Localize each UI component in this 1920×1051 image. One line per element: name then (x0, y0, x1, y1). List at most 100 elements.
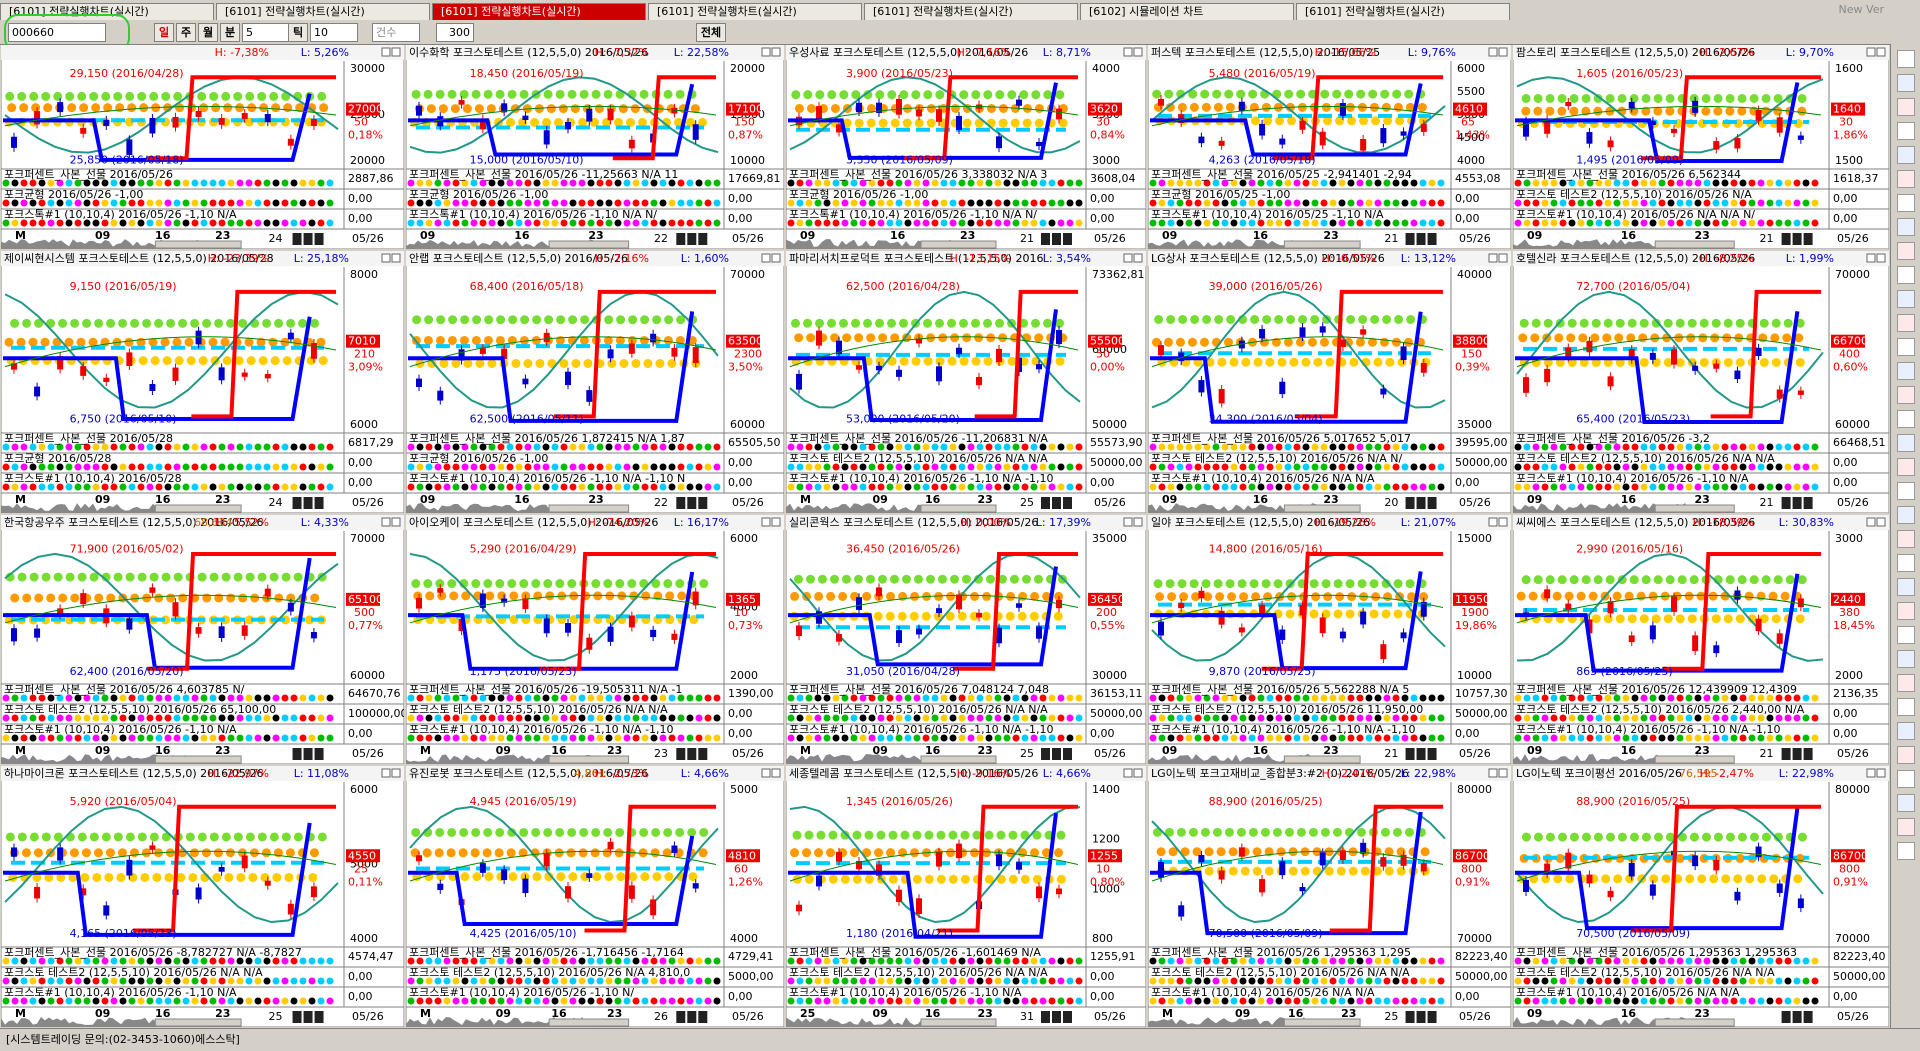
signal-dot (828, 830, 838, 840)
signal-dot (1653, 832, 1663, 842)
tool-icon[interactable] (1897, 50, 1915, 68)
window-button (1123, 517, 1133, 527)
tool-icon[interactable] (1897, 602, 1915, 620)
panel-title: 하나마이크론 포크스토테스트 (12,5,5,0) 2016/05/26 (4, 766, 264, 780)
tab[interactable]: [6101] 전략실행차트(실시간) (1296, 3, 1510, 20)
candle (1523, 120, 1529, 137)
signal-dot (887, 318, 897, 328)
all-button[interactable]: 전체 (696, 23, 726, 42)
strip-dot (1649, 734, 1657, 742)
strip-dot (542, 179, 550, 187)
tool-icon[interactable] (1897, 290, 1915, 308)
tool-icon[interactable] (1897, 794, 1915, 812)
y-axis-label: 70000 (1457, 932, 1492, 945)
tool-icon[interactable] (1897, 170, 1915, 188)
tick-button[interactable]: 틱 (288, 23, 308, 42)
tool-icon[interactable] (1897, 626, 1915, 644)
tool-icon[interactable] (1897, 362, 1915, 380)
strip-dot (814, 179, 822, 187)
signal-dot (225, 848, 235, 858)
tool-icon[interactable] (1897, 98, 1915, 116)
tool-icon[interactable] (1897, 482, 1915, 500)
signal-dot (482, 848, 492, 858)
tool-icon[interactable] (1897, 842, 1915, 860)
signal-dot (139, 103, 149, 113)
strip-dot (20, 714, 28, 722)
tool-icon[interactable] (1897, 650, 1915, 668)
strip-dot (2, 977, 10, 985)
tool-icon[interactable] (1897, 410, 1915, 428)
strip-dot (623, 997, 631, 1005)
bar-count: 22 (654, 232, 668, 245)
strip-dot (1811, 997, 1819, 1005)
period-button[interactable]: 주 (176, 23, 196, 42)
tool-icon[interactable] (1897, 146, 1915, 164)
tool-icon[interactable] (1897, 458, 1915, 476)
strip-dot (1230, 997, 1238, 1005)
tool-icon[interactable] (1897, 674, 1915, 692)
tool-icon[interactable] (1897, 434, 1915, 452)
strip-dot (1284, 443, 1292, 451)
tool-icon[interactable] (1897, 578, 1915, 596)
strip-dot (587, 714, 595, 722)
tab[interactable]: [6101] 전략실행차트(실시간) (864, 3, 1078, 20)
tab[interactable]: [6102] 시뮬레이션 차트 (1080, 3, 1294, 20)
minute-select[interactable]: 5 (242, 23, 290, 42)
tool-icon[interactable] (1897, 770, 1915, 788)
count-input[interactable]: 300 (436, 23, 474, 42)
tab[interactable]: [6101] 전략실행차트(실시간) (432, 3, 646, 20)
strip-dot (796, 199, 804, 207)
y-axis-label: 1600 (1835, 62, 1863, 75)
tool-icon[interactable] (1897, 746, 1915, 764)
strip-dot (1712, 997, 1720, 1005)
y-axis-label: 4000 (730, 932, 758, 945)
tool-icon[interactable] (1897, 266, 1915, 284)
tool-icon[interactable] (1897, 506, 1915, 524)
tool-icon[interactable] (1897, 530, 1915, 548)
tool-icon[interactable] (1897, 722, 1915, 740)
signal-dot (125, 91, 135, 101)
x-axis-label: 23 (607, 744, 622, 757)
strip-dot (542, 219, 550, 227)
period-button[interactable]: 일 (154, 23, 174, 42)
strip-dot (533, 463, 541, 471)
strip-dot (56, 199, 64, 207)
strip-dot (1167, 714, 1175, 722)
signal-dot (113, 832, 123, 842)
tool-icon[interactable] (1897, 818, 1915, 836)
signal-dot (1163, 337, 1173, 347)
code-input[interactable]: 000660 (8, 23, 106, 42)
tool-icon[interactable] (1897, 386, 1915, 404)
tab[interactable]: [6101] 전략실행차트(실시간) (648, 3, 862, 20)
tool-icon[interactable] (1897, 194, 1915, 212)
strip-dot (1194, 179, 1202, 187)
signal-dot (1638, 333, 1648, 343)
tool-icon[interactable] (1897, 242, 1915, 260)
signal-dot (804, 830, 814, 840)
strip-dot (1066, 199, 1074, 207)
signal-dot (293, 832, 303, 842)
tick-select[interactable]: 10 (310, 23, 358, 42)
period-button[interactable]: 분 (220, 23, 240, 42)
strip-dot (985, 714, 993, 722)
tab[interactable]: [6101] 전략실행차트(실시간) (216, 3, 430, 20)
tool-icon[interactable] (1897, 74, 1915, 92)
tool-icon[interactable] (1897, 314, 1915, 332)
tool-icon[interactable] (1897, 218, 1915, 236)
tool-icon[interactable] (1897, 122, 1915, 140)
signal-dot (1699, 357, 1709, 367)
signal-dot (483, 89, 493, 99)
period-button[interactable]: 월 (198, 23, 218, 42)
tool-icon[interactable] (1897, 338, 1915, 356)
strip-dot (281, 977, 289, 985)
strip-dot (922, 997, 930, 1005)
tool-icon[interactable] (1897, 698, 1915, 716)
red-signal (1329, 804, 1443, 933)
price-tag (726, 849, 760, 863)
signal-dot (543, 579, 553, 589)
signal-dot (1663, 614, 1673, 624)
strip-dot (1428, 977, 1436, 985)
strip-dot (1577, 734, 1585, 742)
signal-dot (665, 591, 675, 601)
tool-icon[interactable] (1897, 554, 1915, 572)
